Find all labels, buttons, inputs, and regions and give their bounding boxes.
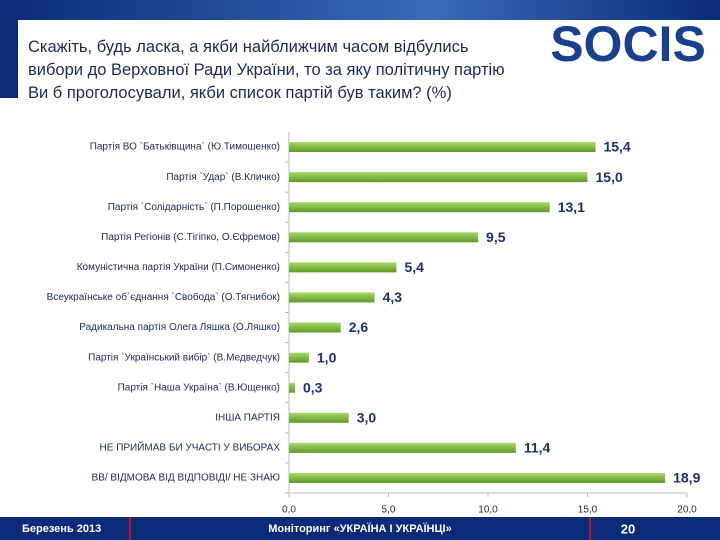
- y-tick-label: Партія `Український вибір` (В.Медведчук): [88, 351, 280, 363]
- y-tick-label: ВВ/ ВІДМОВА ВІД ВІДПОВІДІ/ НЕ ЗНАЮ: [92, 473, 280, 484]
- bar: [289, 292, 375, 303]
- y-tick-label: Партія `Удар` (В.Кличко): [166, 171, 280, 183]
- bar: [289, 472, 666, 483]
- bar: [289, 232, 479, 243]
- bar: [289, 412, 349, 423]
- x-tick-label: 10,0: [478, 505, 498, 516]
- bar: [289, 172, 588, 183]
- bar: [289, 202, 550, 213]
- x-tick-label: 20,0: [677, 505, 697, 516]
- left-accent: [0, 20, 18, 98]
- page-number: 20: [621, 521, 635, 536]
- x-tick-label: 5,0: [382, 505, 396, 516]
- logo: SOCIS: [550, 16, 706, 72]
- slide-title: Скажіть, будь ласка, а якби найближчим ч…: [28, 38, 505, 102]
- x-tick-label: 15,0: [578, 505, 598, 516]
- bar: [289, 382, 295, 393]
- value-label: 5,4: [404, 259, 424, 275]
- value-label: 3,0: [357, 409, 377, 425]
- bar: [289, 262, 397, 273]
- top-band: [0, 0, 720, 20]
- value-label: 15,0: [596, 169, 623, 185]
- value-label: 15,4: [603, 139, 630, 155]
- value-label: 13,1: [558, 199, 585, 215]
- y-tick-label: Всеукраїнське об`єднання `Свобода` (О.Тя…: [47, 291, 280, 303]
- value-label: 0,3: [303, 379, 323, 395]
- y-tick-label: Партія Регіонів (С.Тігіпко, О.Єфремов): [101, 231, 280, 243]
- value-label: 4,3: [383, 289, 403, 305]
- y-tick-label: Партія ВО `Батьківщина` (Ю.Тимошенко): [90, 141, 280, 153]
- y-tick-label: ІНША ПАРТІЯ: [215, 412, 280, 423]
- bar: [289, 142, 596, 153]
- value-label: 11,4: [524, 440, 551, 456]
- footer-band: [0, 517, 720, 540]
- x-tick-label: 0,0: [282, 505, 296, 516]
- y-tick-label: Радикальна партія Олега Ляшка (О.Ляшко): [79, 322, 280, 333]
- footer-date: Березень 2013: [22, 523, 101, 535]
- bar: [289, 352, 309, 363]
- y-tick-label: Партія `Солідарність` (П.Порошенко): [108, 201, 280, 213]
- y-tick-label: Комуністична партія України (П.Симоненко…: [77, 262, 280, 273]
- value-label: 9,5: [486, 229, 506, 245]
- bar: [289, 442, 516, 453]
- value-label: 18,9: [673, 470, 700, 486]
- bar: [289, 322, 341, 333]
- footer-project: Моніторинг «УКРАЇНА І УКРАЇНЦІ»: [268, 522, 451, 535]
- y-tick-label: НЕ ПРИЙМАВ БИ УЧАСТІ У ВИБОРАХ: [100, 441, 281, 454]
- value-label: 1,0: [317, 349, 337, 365]
- y-tick-label: Партія `Наша Україна` (В.Ющенко): [118, 381, 280, 393]
- value-label: 2,6: [349, 319, 369, 335]
